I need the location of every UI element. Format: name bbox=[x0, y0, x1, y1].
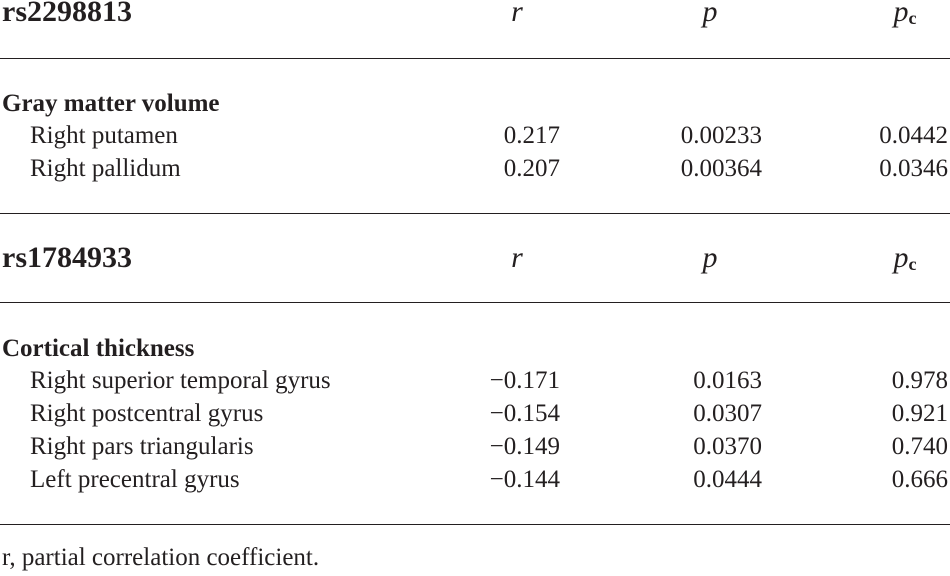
column-symbol: p bbox=[702, 0, 718, 28]
rule bbox=[0, 213, 950, 214]
column-header: p bbox=[660, 0, 760, 28]
row-label: Right pars triangularis bbox=[30, 433, 254, 460]
rule bbox=[0, 302, 950, 303]
cell-value: −0.144 bbox=[489, 466, 560, 493]
cell-value: 0.217 bbox=[503, 122, 560, 149]
row-label: Right putamen bbox=[30, 122, 178, 149]
row-label: Right pallidum bbox=[30, 155, 181, 182]
cell-value: 0.0346 bbox=[879, 155, 948, 182]
cell-value: −0.149 bbox=[489, 433, 560, 460]
footnote: r, partial correlation coefficient. bbox=[2, 544, 320, 571]
column-header: r bbox=[467, 0, 567, 28]
cell-value: −0.171 bbox=[489, 367, 560, 394]
cell-value: 0.207 bbox=[503, 155, 560, 182]
snp-header: rs1784933 bbox=[2, 241, 132, 274]
row-label: Left precentral gyrus bbox=[30, 466, 240, 493]
group-label: Cortical thickness bbox=[2, 335, 195, 362]
column-subscript: c bbox=[908, 254, 917, 274]
cell-value: 0.00233 bbox=[680, 122, 762, 149]
column-symbol: r bbox=[511, 0, 523, 28]
cell-value: 0.0444 bbox=[693, 466, 762, 493]
column-header: r bbox=[467, 242, 567, 274]
column-header: p bbox=[660, 242, 760, 274]
cell-value: 0.0307 bbox=[693, 400, 762, 427]
cell-value: 0.666 bbox=[891, 466, 948, 493]
cell-value: 0.740 bbox=[891, 433, 948, 460]
column-symbol: p bbox=[893, 0, 909, 28]
row-label: Right superior temporal gyrus bbox=[30, 367, 331, 394]
snp-header: rs2298813 bbox=[2, 0, 132, 28]
rule bbox=[0, 58, 950, 59]
column-symbol: p bbox=[702, 241, 718, 274]
cell-value: 0.921 bbox=[891, 400, 948, 427]
column-symbol: p bbox=[893, 241, 909, 274]
column-subscript: c bbox=[908, 8, 917, 28]
rule bbox=[0, 524, 950, 525]
cell-value: 0.0442 bbox=[879, 122, 948, 149]
column-header: pc bbox=[855, 241, 950, 275]
cell-value: 0.978 bbox=[891, 367, 948, 394]
row-label: Right postcentral gyrus bbox=[30, 400, 264, 427]
cell-value: 0.00364 bbox=[680, 155, 762, 182]
column-symbol: r bbox=[511, 241, 523, 274]
cell-value: −0.154 bbox=[489, 400, 560, 427]
cell-value: 0.0370 bbox=[693, 433, 762, 460]
cell-value: 0.0163 bbox=[693, 367, 762, 394]
group-label: Gray matter volume bbox=[2, 90, 220, 117]
column-header: pc bbox=[855, 0, 950, 28]
